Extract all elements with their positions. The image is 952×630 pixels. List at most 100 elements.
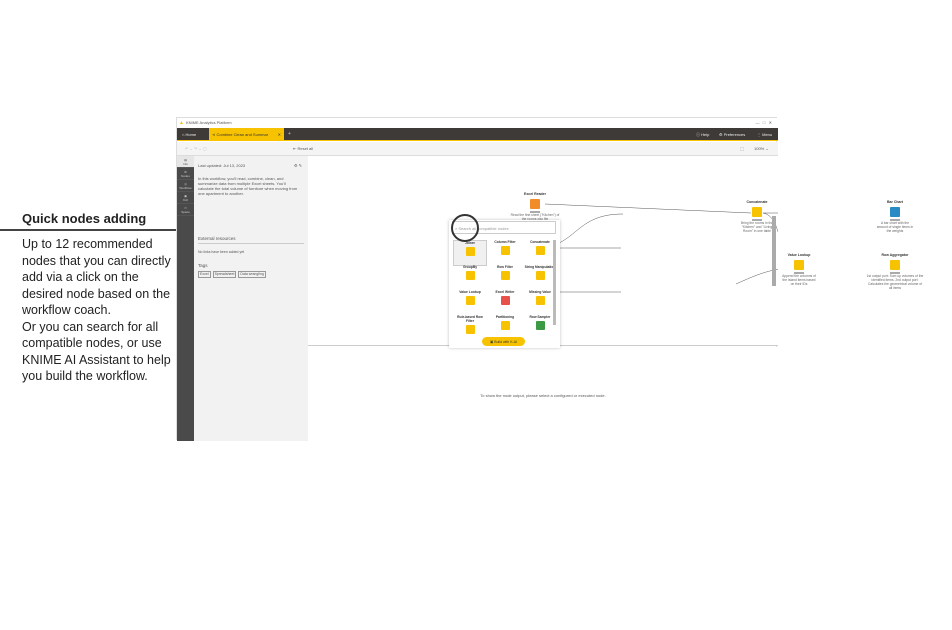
- help-button[interactable]: ⓘ Help: [696, 132, 710, 137]
- output-empty-message: To show the node output, please select a…: [480, 393, 606, 398]
- last-updated: Last updated: Jul 13, 2023: [198, 163, 246, 168]
- zoom-select[interactable]: 100% ⌄: [754, 146, 769, 151]
- preferences-button[interactable]: ⚙ Preferences: [719, 132, 746, 137]
- quick-node-label: Joiner: [465, 241, 475, 245]
- quick-node-label: Column Filter: [494, 240, 516, 244]
- tags-list: Excel Spreadsheet Data wrangling: [198, 271, 304, 278]
- node-row-aggregator[interactable]: Row Aggregator 1st output port: Sum up vo…: [867, 253, 924, 290]
- overlay-highlight-circle: [451, 214, 479, 242]
- close-tab-icon[interactable]: ✕: [277, 132, 281, 137]
- overlay-body: Up to 12 recommended nodes that you can …: [22, 237, 171, 383]
- window-controls[interactable]: — □ ✕: [755, 120, 772, 125]
- node-icon: [500, 246, 510, 255]
- new-tab-button[interactable]: +: [288, 131, 291, 137]
- node-icon: [535, 271, 545, 280]
- workflow-description: In this workflow, you'll read, combine, …: [198, 176, 298, 196]
- node-icon: [465, 271, 475, 280]
- tag[interactable]: Data wrangling: [238, 271, 266, 278]
- quick-node-item[interactable]: Rule-based Row Filter: [453, 315, 487, 341]
- menu-button[interactable]: ⋮ Menu: [757, 132, 773, 137]
- node-concatenate[interactable]: Concatenate Bring the rooms in the "Kitch…: [741, 200, 773, 233]
- node-excel-reader-kitchen[interactable]: Excel Reader Read the first sheet ("Kitch…: [511, 192, 560, 221]
- title-bar: ▲ KNIME Analytics Platform — □ ✕: [177, 118, 778, 128]
- tab-home[interactable]: ⌂ Home: [182, 132, 197, 137]
- quick-search-placeholder: Search all compatible nodes: [458, 226, 509, 231]
- tab-home-label: Home: [185, 132, 197, 137]
- canvas-scrollbar[interactable]: [772, 216, 776, 286]
- tab-workflow-label: Combine Clean and Summar: [216, 132, 269, 137]
- quick-node-item[interactable]: Missing Value: [523, 290, 557, 316]
- quick-node-label: Partitioning: [495, 315, 515, 319]
- quick-node-item[interactable]: String Manipulation: [523, 265, 557, 291]
- tag[interactable]: Excel: [198, 271, 211, 278]
- pointer-icon[interactable]: ⬚: [740, 146, 744, 151]
- edit-icons[interactable]: ⚙ ✎: [293, 163, 302, 168]
- node-icon: [535, 296, 545, 305]
- external-resources-empty: No links have been added yet: [198, 250, 245, 254]
- kai-button[interactable]: ▣ Build with K-AI: [482, 337, 525, 346]
- quick-node-item[interactable]: GroupBy: [453, 265, 487, 291]
- toolbar: ↶ ⌄ ↷ ⌄ ▢ ⇤ Reset all ⬚ 100% ⌄: [177, 142, 778, 156]
- node-value-lookup[interactable]: Value Lookup Append the columns of the Is…: [782, 253, 816, 286]
- rail-info-label: Info: [182, 162, 188, 166]
- connection: [544, 203, 752, 214]
- external-resources-heading: External resources: [198, 236, 304, 244]
- node-label: Bar Chart: [887, 200, 903, 204]
- rail-kai[interactable]: ▣ KAI: [177, 192, 194, 204]
- connection: [762, 212, 778, 233]
- node-description: Read the first sheet ("Kitchen") of the …: [510, 213, 560, 221]
- quick-node-item[interactable]: Partitioning: [488, 315, 522, 341]
- node-description: A bar chart with the amount of single it…: [876, 221, 914, 233]
- rail-nodes-label: Nodes: [181, 174, 190, 178]
- quick-node-item[interactable]: Excel Writer: [488, 290, 522, 316]
- description-panel: Last updated: Jul 13, 2023 ⚙ ✎ In this w…: [194, 156, 308, 441]
- app-title: KNIME Analytics Platform: [186, 120, 232, 125]
- node-icon: [465, 296, 475, 305]
- connection: [735, 269, 778, 285]
- rail-space[interactable]: ▭ Space: [177, 204, 194, 216]
- quick-node-label: Row Filter: [497, 265, 513, 269]
- node-description: Bring the rooms in the "Kitchen" and "Li…: [740, 221, 774, 233]
- quick-node-item[interactable]: Value Lookup: [453, 290, 487, 316]
- tab-workflow[interactable]: ⋖ Combine Clean and Summar ✕: [209, 128, 284, 140]
- reset-all-label: Reset all: [297, 146, 314, 151]
- tag[interactable]: Spreadsheet: [212, 271, 237, 278]
- rail-kai-label: KAI: [183, 198, 188, 202]
- zoom-value: 100%: [754, 146, 765, 151]
- node-label: Row Aggregator: [881, 253, 909, 257]
- quick-node-label: Rule-based Row Filter: [457, 315, 483, 323]
- quick-node-label: String Manipulation: [524, 265, 556, 269]
- reset-all-button[interactable]: ⇤ Reset all: [293, 146, 314, 151]
- help-label: Help: [701, 132, 710, 137]
- tab-bar: ⌂ Home ⋖ Combine Clean and Summar ✕ + ⓘ …: [177, 128, 778, 141]
- rail-workflow-label: Workflow: [179, 186, 192, 190]
- node-label: Excel Reader: [524, 192, 546, 196]
- rail-space-label: Space: [181, 210, 190, 214]
- quick-node-item[interactable]: Column Filter: [488, 240, 522, 266]
- quick-node-item[interactable]: Row Sampler: [523, 315, 557, 341]
- side-rail: ▤ Info ⚙ Nodes ◎ Workflow ▣ KAI ▭ Space: [177, 156, 194, 441]
- node-output-panel: To show the node output, please select a…: [308, 347, 778, 441]
- node-icon: [500, 271, 510, 280]
- node-bar-chart[interactable]: Bar Chart A bar chart with the amount of …: [877, 200, 913, 233]
- quick-scrollbar[interactable]: [553, 240, 556, 325]
- rail-workflow[interactable]: ◎ Workflow: [177, 180, 194, 192]
- quick-node-label: Value Lookup: [459, 290, 481, 294]
- quick-node-label: Excel Writer: [495, 290, 515, 294]
- quick-node-item[interactable]: Joiner: [453, 240, 487, 266]
- node-icon: [535, 246, 545, 255]
- overlay-heading: Quick nodes adding: [22, 211, 147, 226]
- node-icon: [500, 296, 510, 305]
- preferences-label: Preferences: [723, 132, 746, 137]
- node-label: Value Lookup: [787, 253, 811, 257]
- menu-label: Menu: [762, 132, 773, 137]
- quick-node-item[interactable]: Row Filter: [488, 265, 522, 291]
- undo-redo-icons[interactable]: ↶ ⌄ ↷ ⌄ ▢: [185, 146, 207, 151]
- rail-info[interactable]: ▤ Info: [177, 156, 194, 168]
- rail-nodes[interactable]: ⚙ Nodes: [177, 168, 194, 180]
- quick-node-item[interactable]: Concatenate: [523, 240, 557, 266]
- tags-heading: Tags: [198, 263, 208, 268]
- node-label: Concatenate: [746, 200, 768, 204]
- knime-logo-icon: ▲: [179, 120, 184, 126]
- node-icon: [500, 321, 510, 330]
